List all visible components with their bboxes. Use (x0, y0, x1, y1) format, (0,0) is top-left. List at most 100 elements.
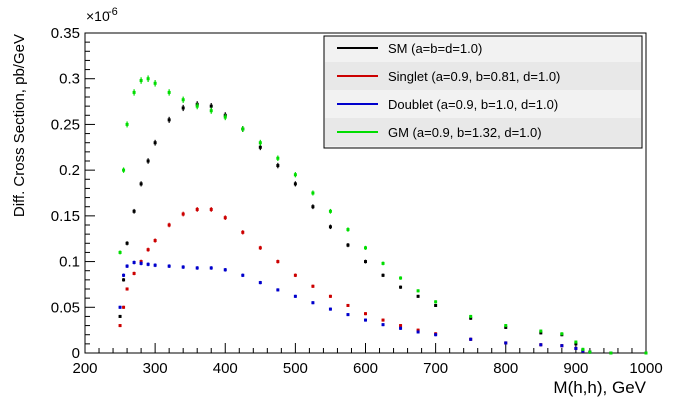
data-point (399, 326, 403, 330)
data-point (469, 314, 473, 318)
y-tick-label: 0 (72, 345, 80, 362)
data-point (539, 331, 543, 335)
data-point (223, 115, 227, 119)
data-point (241, 273, 245, 277)
data-point (574, 340, 578, 344)
data-point (258, 281, 262, 285)
data-point (132, 209, 136, 213)
data-point (276, 288, 280, 292)
data-point (311, 301, 315, 305)
x-tick-label: 900 (563, 360, 588, 377)
data-point (258, 246, 262, 250)
legend: SM (a=b=d=1.0) Singlet (a=0.9, b=0.81, d=… (323, 35, 643, 149)
legend-label: GM (a=0.9, b=1.32, d=1.0) (388, 125, 542, 140)
data-point (125, 287, 129, 291)
x-tick-label: 300 (143, 360, 168, 377)
data-point (122, 273, 126, 277)
data-point (434, 300, 438, 304)
data-point (139, 261, 143, 265)
data-point (118, 324, 122, 328)
data-point (469, 316, 473, 320)
data-point (311, 191, 315, 195)
data-point (434, 303, 438, 307)
data-point (399, 324, 403, 328)
data-point (276, 156, 280, 160)
axis-ticks (84, 32, 647, 354)
data-point (364, 260, 367, 264)
data-point (539, 343, 543, 347)
data-point (125, 241, 129, 245)
data-point (122, 168, 126, 172)
data-point (132, 260, 136, 264)
data-point (581, 349, 585, 353)
data-point (223, 216, 227, 220)
data-point (209, 266, 213, 270)
x-tick-label: 700 (423, 360, 448, 377)
data-point (588, 350, 592, 354)
data-point (241, 230, 245, 234)
data-point (399, 285, 403, 289)
data-point (125, 264, 129, 268)
data-point (153, 263, 157, 267)
data-point (581, 347, 585, 351)
x-tick-labels: 200 300 400 500 600 700 800 900 1000 (72, 360, 662, 377)
data-point (381, 323, 385, 327)
data-point (153, 81, 157, 85)
data-point (195, 104, 199, 108)
data-point (328, 294, 332, 298)
x-tick-label: 400 (213, 360, 238, 377)
data-point (209, 104, 213, 108)
data-point (504, 324, 508, 328)
y-tick-labels: 0 0.05 0.1 0.15 0.2 0.25 0.3 0.35 (51, 25, 80, 362)
y-tick-label: 0.3 (59, 71, 80, 88)
data-point (146, 248, 150, 252)
data-point (311, 205, 315, 209)
legend-label: Doublet (a=0.9, b=1.0, d=1.0) (388, 97, 558, 112)
data-point (364, 246, 367, 250)
data-point (167, 264, 171, 268)
x-axis-title: M(h,h), GeV (553, 378, 646, 397)
data-point (209, 207, 213, 211)
data-point (560, 344, 564, 348)
data-point (293, 182, 297, 186)
data-point (539, 329, 543, 333)
y-tick-label: 0.15 (51, 208, 80, 225)
data-point (181, 212, 185, 216)
data-point (346, 228, 350, 232)
data-point (328, 307, 332, 311)
x-tick-label: 500 (283, 360, 308, 377)
x-tick-label: 800 (493, 360, 518, 377)
data-point (132, 271, 136, 275)
y-tick-label: 0.35 (51, 25, 80, 42)
data-point (181, 98, 185, 102)
data-point (574, 346, 578, 350)
data-point (167, 90, 171, 94)
data-point (167, 118, 171, 122)
data-point (209, 109, 213, 113)
data-point (399, 276, 403, 280)
data-point (364, 312, 367, 316)
data-point (181, 265, 185, 269)
data-point (293, 273, 297, 277)
legend-entries: SM (a=b=d=1.0) Singlet (a=0.9, b=0.81, d=… (325, 41, 641, 146)
data-point (146, 262, 150, 266)
x-tick-label: 200 (72, 360, 97, 377)
data-point (122, 278, 126, 282)
y-exponent-base: ×10 (86, 8, 110, 24)
data-point (122, 305, 126, 309)
data-point (346, 313, 350, 317)
y-tick-label: 0.2 (59, 162, 80, 179)
series-3 (118, 75, 648, 355)
series-group (118, 75, 648, 355)
y-exponent-power: -6 (108, 6, 118, 18)
data-point (434, 333, 438, 337)
data-point (416, 330, 420, 334)
data-point (195, 207, 199, 211)
data-point (258, 145, 262, 149)
data-point (146, 159, 150, 163)
data-point (146, 77, 150, 81)
data-point (276, 260, 280, 264)
data-point (195, 266, 199, 270)
